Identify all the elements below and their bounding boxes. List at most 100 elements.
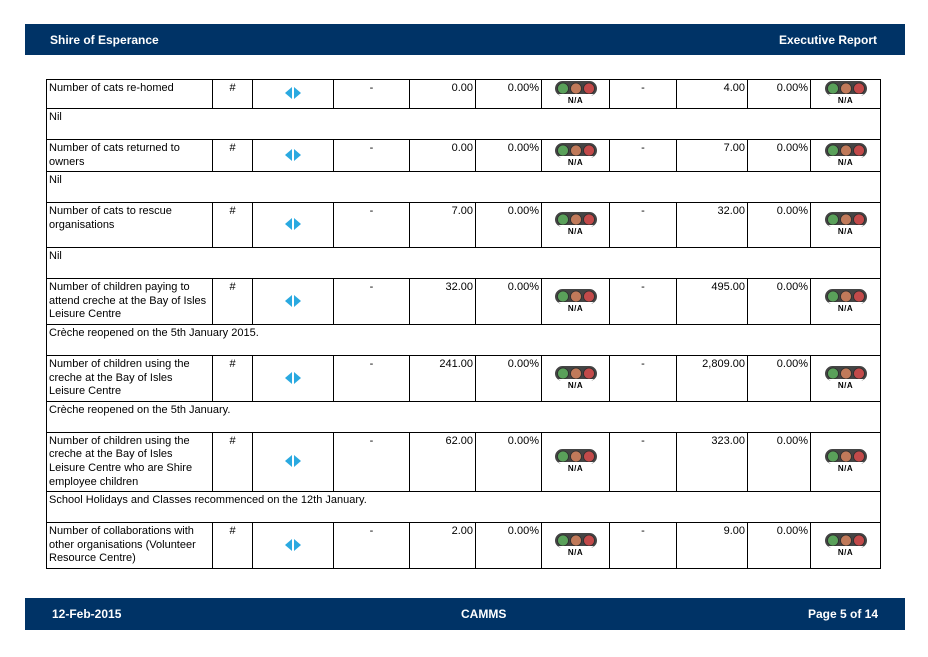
ytd-target: - (609, 138, 677, 173)
kpi-comment-row: Crèche reopened on the 5th January 2015. (46, 323, 881, 356)
trend-arrow-icon (252, 522, 334, 569)
ytd-actual: 495.00 (676, 278, 748, 325)
product-name: CAMMS (461, 607, 507, 621)
period-target: - (333, 522, 410, 569)
ytd-status-light-icon: N/A (810, 278, 881, 325)
kpi-comment-row: Nil (46, 108, 881, 140)
kpi-comment: Nil (46, 247, 881, 280)
ytd-variance: 0.00% (747, 138, 811, 173)
page-number: Page 5 of 14 (807, 607, 878, 621)
period-target: - (333, 202, 410, 249)
period-target: - (333, 79, 410, 109)
kpi-unit: # (212, 202, 253, 249)
header-bar: Shire of Esperance Executive Report (25, 24, 905, 55)
ytd-status-label: N/A (837, 157, 854, 167)
period-variance: 0.00% (475, 522, 542, 569)
kpi-comment-row: Nil (46, 247, 881, 280)
ytd-actual: 323.00 (676, 431, 748, 493)
ytd-status-label: N/A (837, 380, 854, 390)
ytd-status-light-icon: N/A (810, 79, 881, 109)
period-variance: 0.00% (475, 138, 542, 173)
kpi-name: Number of children using the creche at t… (46, 431, 213, 493)
kpi-comment-row: Crèche reopened on the 5th January. (46, 400, 881, 433)
period-variance: 0.00% (475, 202, 542, 249)
period-status-label: N/A (567, 157, 584, 167)
kpi-unit: # (212, 431, 253, 493)
ytd-variance: 0.00% (747, 278, 811, 325)
ytd-target: - (609, 431, 677, 493)
kpi-name: Number of cats returned to owners (46, 138, 213, 173)
kpi-table: Number of cats re-homed # -0.00 0.00% N/A -4.… (46, 79, 881, 569)
period-status-light-icon: N/A (541, 138, 610, 173)
trend-arrow-icon (252, 278, 334, 325)
period-actual: 32.00 (409, 278, 476, 325)
kpi-comment: Crèche reopened on the 5th January 2015. (46, 323, 881, 356)
period-status-light-icon: N/A (541, 522, 610, 569)
ytd-status-label: N/A (837, 547, 854, 557)
period-target: - (333, 138, 410, 173)
kpi-comment: Crèche reopened on the 5th January. (46, 400, 881, 433)
kpi-row: Number of cats to rescue organisations # -… (46, 202, 881, 249)
kpi-unit: # (212, 278, 253, 325)
kpi-name: Number of cats re-homed (46, 79, 213, 109)
period-status-light-icon: N/A (541, 202, 610, 249)
trend-arrow-icon (252, 138, 334, 173)
period-actual: 62.00 (409, 431, 476, 493)
kpi-row: Number of cats re-homed # -0.00 0.00% N/A -4.… (46, 79, 881, 109)
ytd-actual: 2,809.00 (676, 354, 748, 402)
period-variance: 0.00% (475, 278, 542, 325)
ytd-status-light-icon: N/A (810, 138, 881, 173)
period-actual: 7.00 (409, 202, 476, 249)
kpi-name: Number of children using the creche at t… (46, 354, 213, 402)
period-variance: 0.00% (475, 431, 542, 493)
period-status-label: N/A (567, 464, 584, 474)
ytd-target: - (609, 202, 677, 249)
ytd-target: - (609, 354, 677, 402)
ytd-status-light-icon: N/A (810, 522, 881, 569)
kpi-row: Number of collaborations with other orga… (46, 522, 881, 569)
ytd-status-label: N/A (837, 96, 854, 106)
period-status-light-icon: N/A (541, 79, 610, 109)
period-actual: 0.00 (409, 79, 476, 109)
ytd-variance: 0.00% (747, 431, 811, 493)
footer-bar: 12-Feb-2015 CAMMS Page 5 of 14 (25, 598, 905, 630)
kpi-comment: Nil (46, 108, 881, 140)
period-variance: 0.00% (475, 354, 542, 402)
report-date: 12-Feb-2015 (52, 607, 122, 621)
ytd-status-label: N/A (837, 227, 854, 237)
period-status-light-icon: N/A (541, 354, 610, 402)
report-title: Executive Report (778, 32, 877, 47)
ytd-variance: 0.00% (747, 354, 811, 402)
kpi-comment-row: Nil (46, 171, 881, 204)
period-status-label: N/A (567, 547, 584, 557)
kpi-unit: # (212, 522, 253, 569)
ytd-variance: 0.00% (747, 522, 811, 569)
ytd-variance: 0.00% (747, 79, 811, 109)
period-target: - (333, 431, 410, 493)
ytd-status-light-icon: N/A (810, 202, 881, 249)
period-variance: 0.00% (475, 79, 542, 109)
kpi-name: Number of children paying to attend crec… (46, 278, 213, 325)
period-status-label: N/A (567, 96, 584, 106)
kpi-comment: Nil (46, 171, 881, 204)
period-actual: 2.00 (409, 522, 476, 569)
ytd-actual: 9.00 (676, 522, 748, 569)
ytd-target: - (609, 522, 677, 569)
kpi-name: Number of collaborations with other orga… (46, 522, 213, 569)
ytd-target: - (609, 79, 677, 109)
period-actual: 0.00 (409, 138, 476, 173)
trend-arrow-icon (252, 79, 334, 109)
ytd-status-light-icon: N/A (810, 354, 881, 402)
ytd-target: - (609, 278, 677, 325)
trend-arrow-icon (252, 202, 334, 249)
period-status-label: N/A (567, 227, 584, 237)
kpi-row: Number of cats returned to owners # -0.00 0… (46, 138, 881, 173)
period-status-light-icon: N/A (541, 431, 610, 493)
ytd-status-label: N/A (837, 464, 854, 474)
kpi-unit: # (212, 354, 253, 402)
ytd-variance: 0.00% (747, 202, 811, 249)
period-status-label: N/A (567, 303, 584, 313)
kpi-comment: School Holidays and Classes recommenced … (46, 491, 881, 524)
kpi-name: Number of cats to rescue organisations (46, 202, 213, 249)
period-actual: 241.00 (409, 354, 476, 402)
